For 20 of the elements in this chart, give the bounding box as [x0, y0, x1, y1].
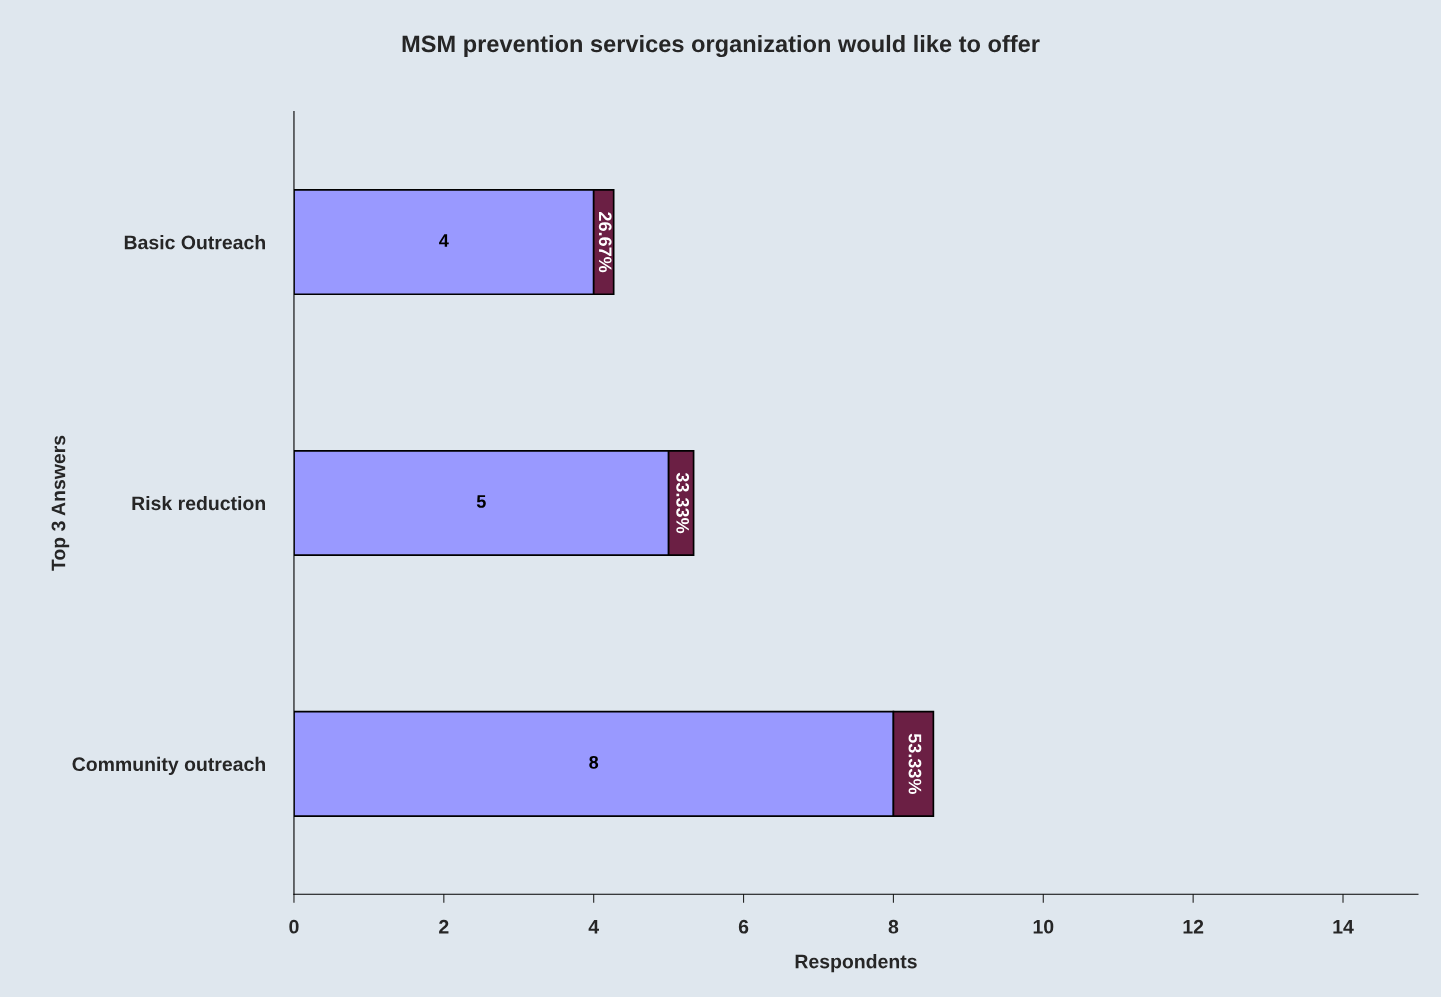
y-tick-label: Risk reduction	[132, 495, 265, 511]
data-label: 26.67%	[598, 212, 612, 273]
x-tick-label: 6	[738, 919, 749, 934]
x-tick-label: 10	[1033, 919, 1054, 934]
x-tick-label: 2	[439, 919, 449, 934]
x-axis-title: Respondents	[795, 954, 917, 973]
data-label: 53.33%	[908, 733, 922, 795]
x-tick-label: 14	[1333, 920, 1354, 934]
y-axis-title: Top 3 Answers	[51, 435, 70, 571]
x-tick-label: 4	[588, 920, 599, 934]
data-label: 8	[589, 755, 599, 769]
data-label: 33.33%	[676, 472, 690, 534]
data-label: 5	[476, 495, 486, 508]
x-tick-label: 8	[888, 919, 899, 934]
chart-title: MSM prevention services organization would like to offer	[402, 34, 1040, 58]
y-tick-label: Basic Outreach	[124, 235, 265, 250]
data-label: 4	[439, 234, 449, 247]
x-tick-label: 0	[289, 919, 299, 934]
y-tick-label: Community outreach	[72, 756, 265, 775]
x-tick-label: 12	[1183, 919, 1204, 934]
